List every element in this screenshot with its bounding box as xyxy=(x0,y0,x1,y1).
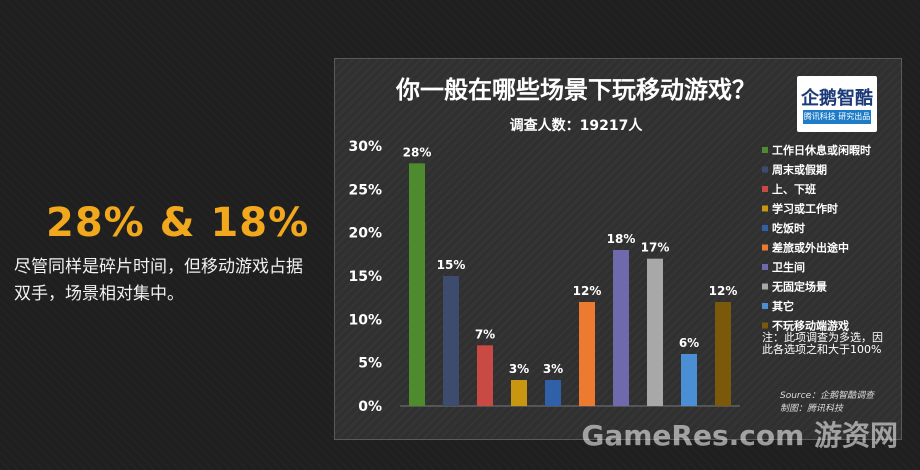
bar xyxy=(477,345,493,406)
logo-text: 企鹅智酷 xyxy=(801,88,873,109)
legend-swatch xyxy=(762,264,768,270)
legend-swatch xyxy=(762,283,768,290)
legend-label: 周末或假期 xyxy=(772,163,827,177)
legend-swatch xyxy=(762,225,768,231)
legend-label: 工作日休息或闲暇时 xyxy=(772,143,871,157)
bar xyxy=(681,354,697,406)
headline-stat: 28% & 18% xyxy=(46,200,310,246)
bar-value-label: 3% xyxy=(509,362,529,376)
legend-label: 吃饭时 xyxy=(772,221,805,235)
legend-swatch xyxy=(762,322,768,329)
y-tick-label: 30% xyxy=(348,139,382,155)
watermark-logo: GameRes.com 游资网 xyxy=(581,419,898,452)
chart-note: 注：此项调查为多选，因此各选项之和大于100% xyxy=(762,331,883,356)
bar-value-label: 7% xyxy=(475,327,495,341)
caption-text: 尽管同样是碎片时间，但移动游戏占据双手，场景相对集中。 xyxy=(14,257,303,304)
legend-label: 不玩移动端游戏 xyxy=(772,319,849,333)
legend-swatch xyxy=(762,205,768,212)
legend-swatch xyxy=(762,147,768,153)
y-tick-label: 20% xyxy=(348,226,382,242)
brand-logo: 企鹅智酷 腾讯科技 研究出品 xyxy=(797,76,877,132)
legend-swatch xyxy=(762,186,768,192)
bar-value-label: 17% xyxy=(641,241,670,255)
legend-label: 上、下班 xyxy=(772,182,816,196)
bar-value-label: 18% xyxy=(607,232,636,246)
credit-line: 制图：腾讯科技 xyxy=(780,404,844,414)
bar-value-label: 15% xyxy=(437,258,466,272)
chart-subtitle: 调查人数：19217人 xyxy=(509,118,643,134)
legend-label: 差旅或外出途中 xyxy=(772,241,849,255)
y-tick-label: 0% xyxy=(358,399,382,415)
chart-source: Source：企鹅智酷调查 制图：腾讯科技 xyxy=(780,390,900,416)
y-tick-label: 25% xyxy=(348,182,382,198)
bar-value-label: 6% xyxy=(679,336,699,350)
bar xyxy=(579,302,595,406)
logo-subtext: 腾讯科技 研究出品 xyxy=(803,110,871,124)
source-line: Source：企鹅智酷调查 xyxy=(780,391,875,401)
bar-value-label: 3% xyxy=(543,362,563,376)
bar xyxy=(511,380,527,406)
chart-title: 你一般在哪些场景下玩移动游戏？ xyxy=(396,76,756,104)
legend-label: 学习或工作时 xyxy=(772,202,838,216)
legend-label: 无固定场景 xyxy=(771,280,827,294)
bar-value-label: 12% xyxy=(709,284,738,298)
bar xyxy=(647,258,663,406)
y-tick-label: 5% xyxy=(358,356,382,372)
bar-value-label: 12% xyxy=(573,284,602,298)
legend-swatch xyxy=(762,303,768,309)
y-tick-label: 15% xyxy=(348,269,382,285)
legend-label: 其它 xyxy=(772,299,794,313)
bar-value-label: 28% xyxy=(403,145,432,159)
bar xyxy=(545,380,561,406)
legend-label: 卫生间 xyxy=(772,260,805,274)
bar xyxy=(443,276,459,406)
legend-swatch xyxy=(762,244,768,251)
bar xyxy=(613,250,629,406)
bar xyxy=(715,302,731,406)
legend-swatch xyxy=(762,166,768,173)
bar xyxy=(409,163,425,406)
y-tick-label: 10% xyxy=(348,312,382,328)
